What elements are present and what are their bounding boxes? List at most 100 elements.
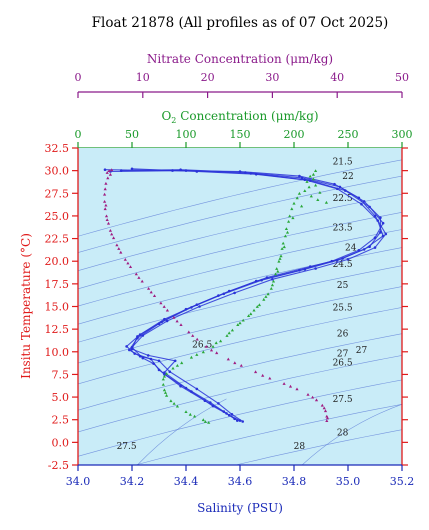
temp-tick-label: 0.0 (52, 436, 70, 449)
salinity-point (381, 234, 385, 238)
oxygen-point (270, 283, 274, 287)
salinity-point (136, 335, 139, 338)
salinity-point (195, 387, 199, 391)
temp-tick-label: 20.0 (45, 255, 70, 268)
density-label: 22 (342, 172, 353, 182)
nitrate-point (159, 301, 163, 305)
density-isoline (78, 159, 402, 237)
series-oxygen (161, 169, 328, 424)
temp-tick-label: 7.5 (52, 368, 70, 381)
density-isoline (78, 307, 402, 385)
salinity-point (230, 413, 234, 416)
oxygen-point (162, 374, 167, 378)
nitrate-point (105, 218, 109, 221)
salinity-point (233, 291, 236, 295)
oxygen-point (280, 247, 284, 250)
oxygen-point (282, 245, 286, 249)
salinity-point (362, 248, 366, 251)
nitrate-point (112, 236, 116, 240)
nitrate-point (162, 305, 166, 308)
density-isoline (78, 265, 402, 343)
oxygen-point (255, 305, 259, 308)
density-label: 28 (337, 428, 349, 438)
oxygen-point (297, 191, 301, 195)
oxygen-point (300, 204, 304, 208)
oxygen-point (230, 328, 235, 332)
nitrate-point (261, 373, 265, 377)
nitrate-point (152, 294, 157, 297)
o2-label-suffix: Concentration (μm/kg) (176, 109, 318, 123)
nitrate-point (311, 395, 315, 399)
density-isoline (78, 355, 402, 433)
salinity-point (209, 401, 212, 404)
nitrate-point (123, 258, 127, 261)
temp-tick-label: 5.0 (52, 391, 70, 404)
oxygen-point (171, 366, 175, 370)
salinity-point (125, 345, 128, 348)
nitrate-point (282, 382, 286, 385)
nitrate-point (103, 187, 107, 191)
salinity-point (225, 412, 228, 415)
oxygen-point (295, 196, 299, 200)
oxygen-point (214, 341, 218, 345)
density-isoline (134, 404, 402, 465)
oxygen-point (241, 318, 245, 322)
oxygen-point (238, 321, 242, 325)
oxygen-point (236, 323, 240, 326)
series-salinity (103, 167, 388, 423)
salinity-point (217, 402, 220, 405)
nitrate-point (322, 406, 326, 410)
nitrate-tick-label: 20 (201, 71, 215, 84)
nitrate-tick-label: 10 (136, 71, 150, 84)
nitrate-point (226, 357, 230, 361)
salinity-profile-line (128, 168, 384, 422)
salinity-point (184, 169, 188, 172)
nitrate-point (204, 345, 208, 348)
temp-ticks: -2.5 0.0 2.5 5.0 7.5 10.0 12.5 15.0 17.5 20.0 22.5… (45, 142, 408, 472)
sal-tick-label: 34.2 (120, 475, 145, 488)
salinity-point (168, 370, 172, 374)
density-label: 23.5 (333, 224, 353, 234)
nitrate-point (134, 272, 138, 276)
o2-label-prefix: O (161, 109, 171, 123)
nitrate-tick-label: 30 (265, 71, 279, 84)
density-label: 24.5 (333, 260, 353, 270)
salinity-point (381, 221, 385, 225)
oxygen-point (195, 353, 199, 356)
oxygen-point (161, 383, 165, 386)
oxygen-point (278, 257, 282, 260)
salinity-point (360, 202, 363, 206)
oxygen-point (324, 200, 328, 204)
density-label: 27.5 (333, 395, 353, 405)
salinity-point (373, 246, 377, 249)
oxygen-point (288, 214, 292, 218)
salinity-point (128, 348, 131, 352)
salinity-point (368, 205, 371, 209)
nitrate-point (233, 361, 237, 365)
oxygen-point (276, 269, 280, 273)
nitrate-point (117, 247, 121, 250)
salinity-point (303, 268, 307, 271)
o2-tick-label: 50 (125, 128, 139, 141)
y-axis-label: Insitu Temperature (°C) (19, 233, 33, 379)
density-label: 25.5 (333, 303, 353, 313)
plot-background (78, 148, 402, 465)
nitrate-tick-label: 50 (395, 71, 409, 84)
oxygen-point (169, 399, 173, 403)
oxygen-point (161, 377, 165, 381)
oxygen-point (283, 234, 287, 238)
salinity-point (184, 386, 188, 390)
oxygen-point (201, 418, 205, 422)
density-label: 27 (337, 350, 349, 360)
nitrate-point (179, 323, 183, 326)
nitrate-point (314, 398, 319, 402)
oxygen-point (308, 174, 312, 178)
nitrate-point (108, 229, 112, 232)
oxygen-point (184, 410, 188, 413)
oxygen-point (311, 177, 315, 181)
oxygen-point (285, 230, 290, 234)
nitrate-point (110, 232, 114, 236)
density-isoline-curved (301, 404, 402, 465)
sal-tick-label: 35.0 (336, 475, 361, 488)
oxygen-point (292, 201, 296, 205)
